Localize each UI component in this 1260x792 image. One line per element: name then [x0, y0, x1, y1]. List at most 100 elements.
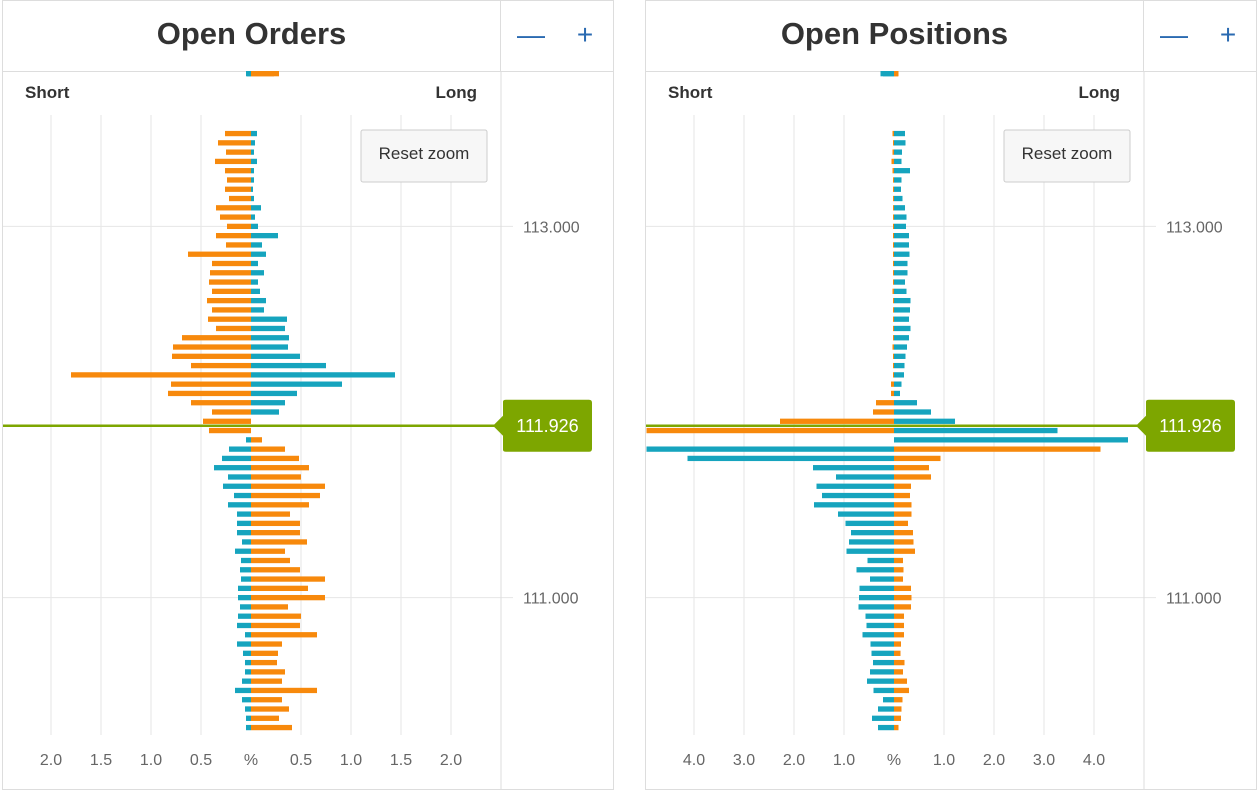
bar-long-110.9: [894, 613, 904, 619]
bars: [646, 71, 1128, 731]
bar-short-112.55: [893, 307, 894, 313]
bar-long-110.7: [251, 650, 278, 656]
bar-long-111.45: [251, 511, 290, 517]
bar-long-110.65: [894, 659, 905, 666]
bar-long-113.35: [894, 158, 902, 165]
bar-short-111.8: [646, 446, 894, 452]
bar-short-110.75: [870, 641, 894, 647]
bar-long-112.85: [251, 251, 266, 257]
bar-short-111: [238, 594, 251, 601]
bar-short-111.75: [687, 455, 894, 462]
bar-long-112.75: [894, 270, 908, 276]
bar-short-112.3: [893, 353, 894, 359]
bar-long-113.05: [894, 214, 907, 220]
bar-short-112.15: [891, 381, 894, 387]
reset-zoom-button[interactable]: Reset zoom: [360, 129, 488, 183]
bar-short-113.4: [892, 149, 894, 155]
bar-short-113.2: [225, 186, 251, 192]
bar-short-111.2: [867, 557, 894, 564]
bar-long-112.15: [894, 381, 902, 387]
bar-long-113.5: [251, 130, 257, 137]
bar-short-undefined: [883, 71, 894, 77]
bar-short-110.55: [242, 678, 251, 684]
bar-short-111.4: [237, 520, 251, 527]
bar-long-112.45: [251, 325, 285, 332]
bar-long-111.1: [251, 576, 325, 582]
zoom-in-button[interactable]: +: [1206, 13, 1250, 57]
bar-long-110.45: [894, 697, 903, 703]
bar-short-112.45: [216, 325, 251, 332]
reset-zoom-label: Reset zoom: [379, 144, 470, 163]
bar-short-111.9: [646, 427, 894, 434]
bar-short-113.15: [893, 195, 894, 202]
bar-long-113.15: [894, 195, 903, 202]
bar-long-110.35: [894, 715, 901, 721]
bar-long-110.9: [251, 613, 301, 619]
bar-short-111.1: [870, 576, 894, 582]
bar-long-112.65: [894, 288, 907, 294]
bar-long-110.85: [894, 622, 904, 629]
bar-short-111.35: [851, 530, 894, 536]
bar-long-110.8: [894, 632, 904, 638]
bar-short-113.2: [893, 186, 894, 192]
bar-short-112.65: [212, 288, 251, 294]
bar-long-113.3: [894, 168, 910, 174]
bar-long-110.7: [894, 650, 901, 656]
bar-long-110.8: [251, 632, 317, 638]
bar-long-112.55: [894, 307, 910, 313]
bar-long-112.25: [251, 362, 326, 369]
reset-zoom-button[interactable]: Reset zoom: [1003, 129, 1131, 183]
x-tick-label: 1.5: [390, 752, 412, 769]
bar-long-112.35: [251, 344, 288, 350]
bar-long-113.2: [894, 186, 901, 192]
bar-long-112.25: [894, 362, 905, 369]
bar-long-111.85: [894, 437, 1128, 443]
short-label: Short: [668, 83, 713, 102]
reset-zoom-bg: [360, 129, 488, 183]
bar-long-112.5: [251, 316, 287, 322]
bar-long-111.55: [894, 492, 910, 499]
bar-short-112.65: [892, 288, 894, 294]
bar-short-112.1: [891, 390, 894, 397]
bar-short-113.05: [893, 214, 894, 220]
y-tick-label: 113.000: [1166, 219, 1223, 236]
bar-long-112.3: [251, 353, 300, 359]
bar-short-111.3: [849, 539, 894, 545]
bar-short-110.65: [873, 659, 894, 666]
bar-long-112.05: [251, 400, 285, 406]
zoom-in-button[interactable]: +: [563, 13, 607, 57]
bar-long-110.55: [894, 678, 907, 684]
bar-short-112.85: [188, 251, 251, 257]
bar-short-110.9: [865, 613, 894, 619]
bar-long-113: [251, 223, 258, 230]
open-positions-chart[interactable]: Short Long 4.0 3.0 2.0 1.0% 1.0 2.0 3.0 4.0 111…: [646, 71, 1256, 789]
bar-long-112.15: [251, 381, 342, 387]
long-label: Long: [435, 83, 477, 102]
x-tick-label: 3.0: [733, 752, 755, 769]
bar-long-110.55: [251, 678, 282, 684]
bar-long-undefined: [894, 71, 898, 77]
bar-long-112.9: [894, 242, 909, 248]
x-tick-label: 0.5: [190, 752, 212, 769]
bar-short-110.3: [246, 724, 251, 731]
bar-short-113.15: [229, 195, 251, 202]
open-positions-header: Open Positions — +: [646, 1, 1256, 72]
bar-long-111.2: [894, 557, 903, 564]
bar-short-111.65: [836, 474, 894, 480]
x-tick-label: 2.0: [783, 752, 805, 769]
bar-long-110.3: [894, 724, 899, 731]
bar-long-110.65: [251, 659, 277, 666]
open-orders-chart[interactable]: Short Long 2.0 1.5 1.0 0.5% 0.5 1.0 1.5 2.0 111…: [3, 71, 613, 789]
x-tick-label: 1.0: [933, 752, 955, 769]
bar-short-110.6: [870, 669, 894, 675]
bar-long-111.35: [251, 530, 300, 536]
bar-short-112.75: [893, 270, 894, 276]
current-price-marker: 111.926: [3, 399, 592, 452]
x-tick-label: 1.0: [833, 752, 855, 769]
zoom-out-button[interactable]: —: [509, 13, 553, 57]
y-tick-label: 113.000: [523, 219, 580, 236]
bar-long-111.6: [251, 483, 325, 489]
bar-short-110.85: [237, 622, 251, 629]
bar-long-110.95: [251, 604, 288, 610]
zoom-out-button[interactable]: —: [1152, 13, 1196, 57]
